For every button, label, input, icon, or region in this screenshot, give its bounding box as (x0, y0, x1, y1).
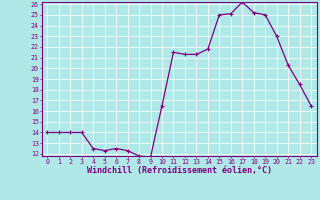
X-axis label: Windchill (Refroidissement éolien,°C): Windchill (Refroidissement éolien,°C) (87, 166, 272, 175)
